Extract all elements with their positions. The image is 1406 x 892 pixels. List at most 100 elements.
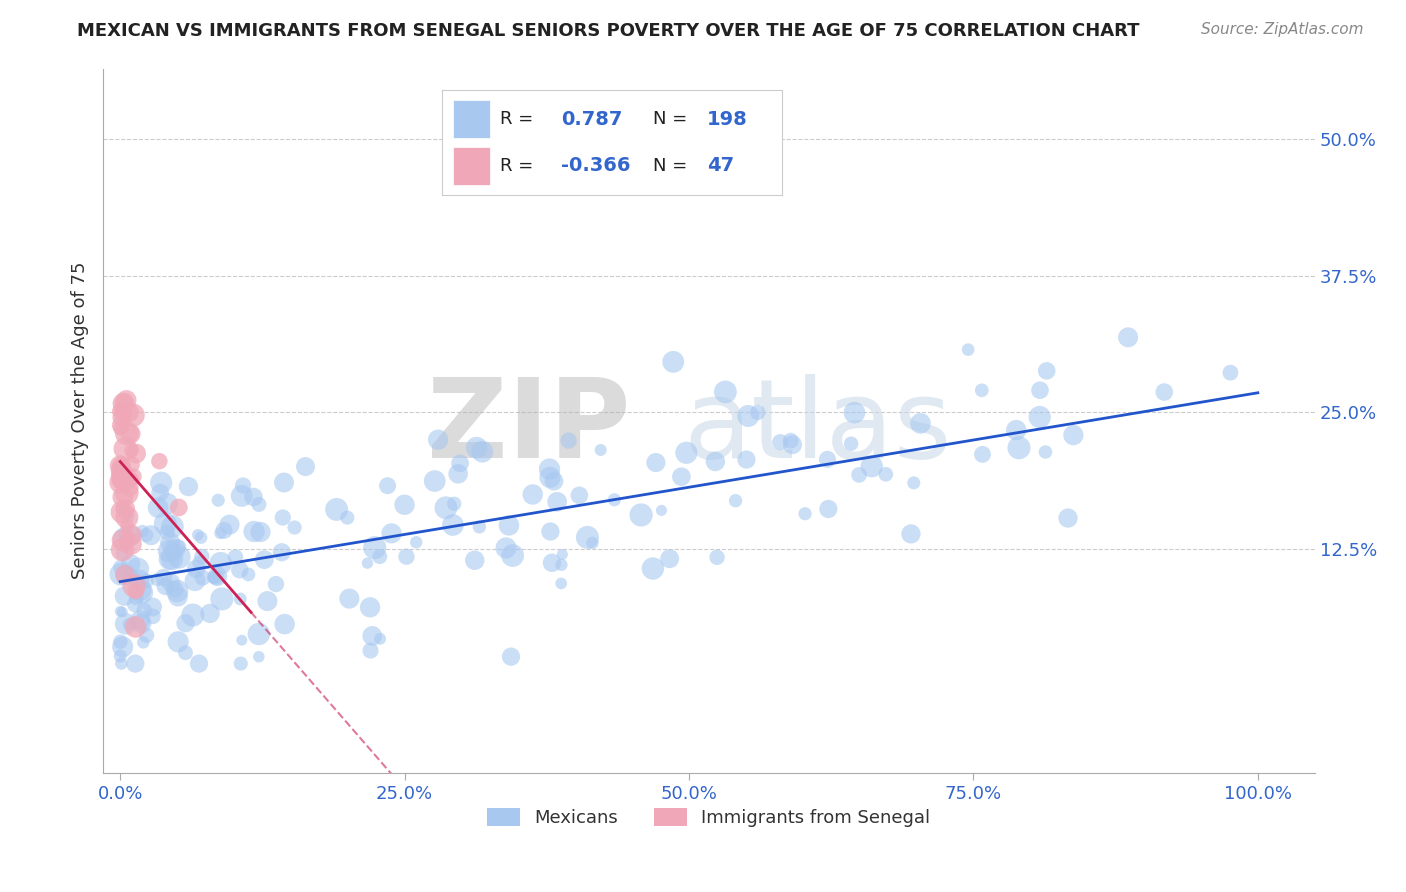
Point bbox=[110, 458, 132, 473]
Point bbox=[120, 557, 142, 571]
Point bbox=[117, 508, 139, 523]
Point bbox=[108, 458, 131, 473]
Point bbox=[273, 617, 295, 632]
Point bbox=[118, 481, 141, 495]
Point bbox=[207, 569, 229, 583]
Point bbox=[118, 529, 141, 543]
Point bbox=[903, 475, 925, 490]
Point bbox=[550, 558, 572, 572]
Point bbox=[557, 434, 579, 448]
Point bbox=[675, 446, 697, 460]
Point bbox=[131, 524, 153, 538]
Point bbox=[131, 616, 153, 631]
Point bbox=[110, 468, 132, 483]
Point bbox=[110, 475, 132, 490]
Point bbox=[443, 497, 465, 511]
Point bbox=[1035, 445, 1057, 459]
Point bbox=[157, 544, 180, 558]
Point bbox=[122, 469, 145, 483]
Point bbox=[630, 508, 652, 522]
Point bbox=[737, 409, 759, 423]
Point bbox=[405, 535, 427, 549]
Point bbox=[603, 492, 626, 507]
Point bbox=[650, 503, 672, 517]
Point bbox=[124, 620, 146, 634]
Point bbox=[190, 531, 212, 545]
Point bbox=[121, 443, 143, 458]
Point bbox=[1005, 423, 1028, 437]
Point bbox=[167, 635, 190, 649]
Point bbox=[1116, 330, 1139, 344]
Point bbox=[146, 500, 169, 515]
Point bbox=[121, 458, 143, 472]
Point bbox=[111, 470, 134, 484]
Point bbox=[124, 657, 146, 671]
Point bbox=[202, 570, 225, 584]
Point bbox=[191, 571, 214, 585]
Point bbox=[568, 488, 591, 502]
Point bbox=[229, 657, 252, 671]
Point bbox=[499, 649, 522, 664]
Point bbox=[112, 396, 135, 410]
Point bbox=[162, 519, 184, 533]
Point bbox=[270, 545, 292, 559]
Point bbox=[218, 517, 240, 532]
Point bbox=[224, 549, 246, 564]
Point bbox=[394, 498, 416, 512]
Point bbox=[380, 526, 402, 541]
Point bbox=[110, 421, 132, 435]
Point bbox=[368, 549, 391, 564]
Point bbox=[142, 609, 165, 624]
Point bbox=[110, 418, 132, 433]
Point bbox=[198, 607, 221, 621]
Point bbox=[231, 633, 253, 648]
Point bbox=[1028, 410, 1050, 425]
Point bbox=[111, 475, 134, 490]
Point bbox=[209, 556, 232, 570]
Point bbox=[538, 462, 561, 476]
Point bbox=[135, 628, 157, 642]
Point bbox=[122, 408, 145, 422]
Point bbox=[468, 520, 491, 534]
Point bbox=[110, 604, 132, 618]
Point bbox=[1035, 364, 1057, 378]
Point bbox=[465, 441, 488, 455]
Point bbox=[538, 524, 561, 539]
Point bbox=[110, 657, 132, 671]
Point bbox=[115, 510, 138, 524]
Point bbox=[714, 384, 737, 399]
Point bbox=[159, 535, 181, 549]
Point bbox=[110, 458, 132, 473]
Point bbox=[155, 580, 177, 594]
Point bbox=[1029, 384, 1052, 398]
Point bbox=[247, 497, 270, 511]
Point bbox=[875, 467, 897, 482]
Point bbox=[779, 434, 801, 448]
Point bbox=[115, 426, 138, 441]
Point bbox=[187, 528, 209, 542]
Point bbox=[160, 552, 183, 566]
Point bbox=[111, 474, 134, 488]
Point bbox=[423, 474, 446, 488]
Point bbox=[662, 355, 685, 369]
Point bbox=[283, 520, 305, 534]
Point bbox=[188, 657, 211, 671]
Point bbox=[111, 410, 134, 425]
Point bbox=[522, 487, 544, 501]
Point bbox=[112, 395, 135, 409]
Point bbox=[205, 570, 228, 584]
Point bbox=[181, 608, 204, 623]
Point bbox=[111, 502, 134, 516]
Point bbox=[120, 426, 142, 441]
Point bbox=[111, 490, 134, 504]
Point bbox=[229, 592, 252, 607]
Point bbox=[641, 561, 664, 575]
Text: atlas: atlas bbox=[683, 374, 952, 481]
Point bbox=[114, 567, 136, 582]
Point bbox=[1062, 428, 1084, 442]
Point bbox=[464, 553, 486, 567]
Point bbox=[1057, 511, 1080, 525]
Point bbox=[110, 404, 132, 418]
Point bbox=[114, 589, 136, 603]
Point bbox=[162, 545, 184, 559]
